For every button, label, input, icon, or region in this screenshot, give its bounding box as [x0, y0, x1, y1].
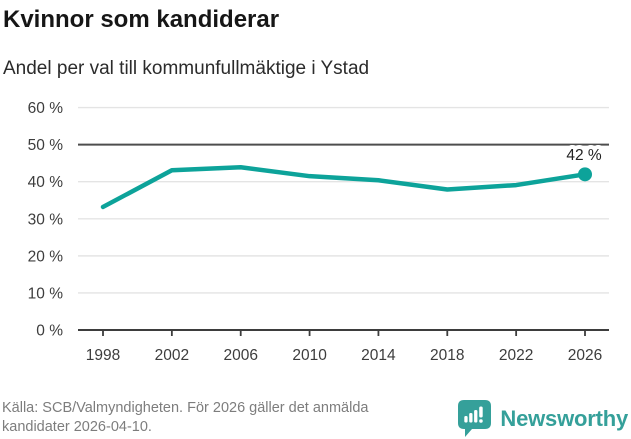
y-axis-label: 0 % [36, 323, 63, 340]
x-axis-label: 1998 [86, 347, 120, 364]
line-chart: 0 % 10 % 20 % 30 % 40 % 50 % 60 % 1998 2002 2006 2… [28, 100, 609, 364]
page-title: Kvinnor som kandiderar [3, 6, 280, 33]
source-note: Källa: SCB/Valmyndigheten. För 2026 gäll… [2, 400, 369, 435]
x-axis-label: 2010 [292, 347, 327, 364]
x-axis-label: 2002 [155, 347, 189, 364]
newsworthy-logo[interactable]: Newsworthy [458, 400, 628, 437]
y-axis-label: 20 % [28, 248, 64, 265]
y-axis-label: 60 % [28, 100, 64, 117]
y-axis-label: 40 % [28, 174, 64, 191]
x-axis-label: 2018 [430, 347, 464, 364]
x-axis-label: 2006 [223, 347, 257, 364]
x-axis-label: 2014 [361, 347, 396, 364]
end-point-marker [578, 167, 592, 182]
page-subtitle: Andel per val till kommunfullmäktige i Y… [3, 58, 370, 79]
y-axis-label: 30 % [28, 211, 64, 228]
newsworthy-wordmark: Newsworthy [500, 405, 628, 431]
data-line [100, 165, 588, 210]
x-axis-label: 2022 [499, 347, 533, 364]
x-axis-label: 2026 [568, 347, 602, 364]
y-axis-label: 10 % [28, 285, 64, 302]
newsworthy-icon [458, 400, 492, 437]
y-axis-label: 50 % [28, 137, 64, 154]
end-value-label: 42 % [566, 147, 602, 164]
